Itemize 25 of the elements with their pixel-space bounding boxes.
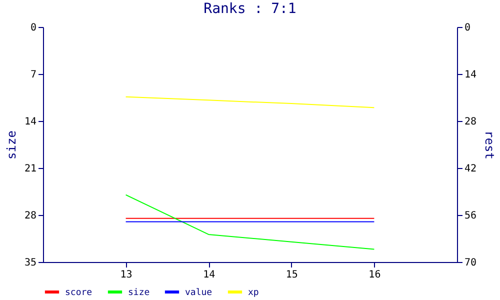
y2-axis-title: rest <box>482 130 497 160</box>
y-tick-label: 0 <box>30 22 36 34</box>
y2-tick-label: 14 <box>464 70 477 80</box>
chart-title: Ranks : 7:1 <box>204 1 296 17</box>
x-tick-label: 16 <box>368 270 381 280</box>
y2-tick-label: 28 <box>464 116 477 128</box>
line-series <box>125 194 375 250</box>
y-tick-label: 21 <box>24 164 36 174</box>
y2-tick-label: 70 <box>464 258 477 268</box>
legend-label: size <box>128 288 150 298</box>
y-tick-label: 14 <box>24 116 36 128</box>
y2-tick-label: 0 <box>464 22 471 34</box>
y-tick-label: 7 <box>30 70 36 80</box>
line-series <box>125 96 375 108</box>
y2-tick-label: 42 <box>464 164 477 174</box>
y2-tick-label: 56 <box>464 210 477 222</box>
x-tick-label: 13 <box>120 270 132 280</box>
y-tick-label: 28 <box>24 210 36 222</box>
x-tick-label: 15 <box>286 270 298 280</box>
legend-label: xp <box>248 288 259 298</box>
x-tick-label: 14 <box>203 270 216 280</box>
legend-label: score <box>65 288 92 298</box>
y-axis-title: size <box>4 130 18 160</box>
y-tick-label: 35 <box>24 258 36 268</box>
legend-label: value <box>185 288 212 298</box>
